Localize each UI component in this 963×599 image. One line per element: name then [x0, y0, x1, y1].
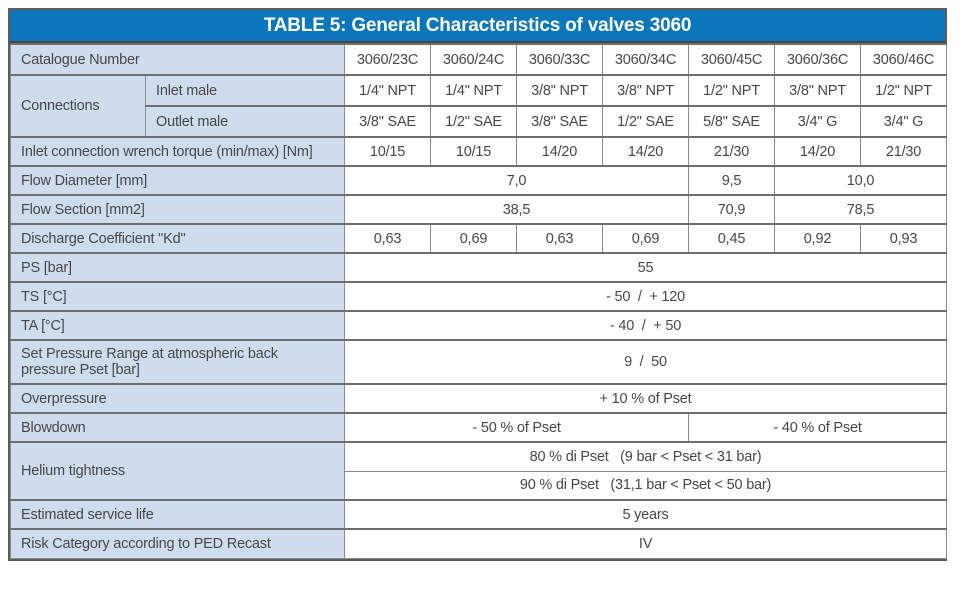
- value-cell-outlet-male-5: 5/8" SAE: [688, 105, 776, 138]
- value-cell-flow-section-2: 70,9: [688, 194, 776, 225]
- value-cell-discharge-coefficient-2: 0,69: [430, 223, 518, 254]
- value-cell-catalogue-4: 3060/34C: [602, 43, 690, 76]
- row-label-flow-section: Flow Section [mm2]: [9, 194, 346, 225]
- value-cell-catalogue-1: 3060/23C: [344, 43, 432, 76]
- value-cell-outlet-male-4: 1/2" SAE: [602, 105, 690, 138]
- value-cell-discharge-coefficient-6: 0,92: [774, 223, 862, 254]
- value-cell-blowdown-2: - 40 % of Pset: [688, 412, 948, 443]
- row-outlet-male: Outlet male 3/8" SAE 1/2" SAE 3/8" SAE 1/2" …: [11, 105, 948, 138]
- row-label-risk-category: Risk Category according to PED Recast: [9, 528, 346, 559]
- row-label-outlet-male: Outlet male: [144, 105, 346, 138]
- row-label-catalogue: Catalogue Number: [9, 43, 346, 76]
- value-cell-discharge-coefficient-4: 0,69: [602, 223, 690, 254]
- row-risk-category: Risk Category according to PED Recast IV: [9, 528, 948, 559]
- row-label-discharge-coefficient: Discharge Coefficient "Kd": [9, 223, 346, 254]
- row-label-ts: TS [°C]: [9, 281, 346, 312]
- value-cell-flow-section-3: 78,5: [774, 194, 948, 225]
- characteristics-table: Catalogue Number 3060/23C 3060/24C 3060/33C…: [9, 43, 948, 559]
- value-cell-inlet-male-4: 3/8" NPT: [516, 74, 604, 107]
- value-cell-overpressure-1: + 10 % of Pset: [344, 383, 948, 414]
- row-label-estimated-service-life: Estimated service life: [9, 499, 346, 530]
- row-label-inlet-male: Inlet male: [144, 74, 346, 107]
- value-cell-flow-diameter-3: 10,0: [774, 165, 948, 196]
- row-label-overpressure: Overpressure: [9, 383, 346, 414]
- value-cell-outlet-male-2: 1/2" SAE: [430, 105, 518, 138]
- row-label-ta: TA [°C]: [9, 310, 346, 341]
- row-flow-section: Flow Section [mm2] 38,5 70,9 78,5: [9, 194, 948, 225]
- value-cell-ta-1: - 40 / + 50: [344, 310, 948, 341]
- table-title: TABLE 5: General Characteristics of valv…: [10, 10, 945, 43]
- value-cell-discharge-coefficient-1: 0,63: [344, 223, 432, 254]
- row-helium-tightness-2: 90 % di Pset (31,1 bar < Pset < 50 bar): [11, 470, 948, 501]
- row-ta: TA [°C] - 40 / + 50: [9, 310, 948, 341]
- value-cell-wrench-torque-1: 10/15: [344, 136, 432, 167]
- value-cell-catalogue-7: 3060/46C: [860, 43, 948, 76]
- value-cell-outlet-male-3: 3/8" SAE: [516, 105, 604, 138]
- value-cell-wrench-torque-4: 14/20: [602, 136, 690, 167]
- value-cell-inlet-male-7: 3/8" NPT: [774, 74, 862, 107]
- row-flow-diameter: Flow Diameter [mm] 7,0 9,5 10,0: [9, 165, 948, 196]
- value-cell-inlet-male-8: 1/2" NPT: [860, 74, 948, 107]
- value-cell-wrench-torque-3: 14/20: [516, 136, 604, 167]
- value-cell-flow-diameter-2: 9,5: [688, 165, 776, 196]
- value-cell-outlet-male-7: 3/4" G: [860, 105, 948, 138]
- row-set-pressure-range: Set Pressure Range at atmospheric back p…: [9, 339, 948, 385]
- value-cell-wrench-torque-2: 10/15: [430, 136, 518, 167]
- value-cell-ps-1: 55: [344, 252, 948, 283]
- value-cell-catalogue-3: 3060/33C: [516, 43, 604, 76]
- value-cell-discharge-coefficient-3: 0,63: [516, 223, 604, 254]
- value-cell-inlet-male-2: 1/4" NPT: [344, 74, 432, 107]
- row-label-flow-diameter: Flow Diameter [mm]: [9, 165, 346, 196]
- value-cell-helium-tightness-2-0: 90 % di Pset (31,1 bar < Pset < 50 bar): [344, 470, 948, 501]
- row-discharge-coefficient: Discharge Coefficient "Kd" 0,63 0,69 0,63 0,…: [9, 223, 948, 254]
- value-cell-catalogue-5: 3060/45C: [688, 43, 776, 76]
- table-5-valves-3060: TABLE 5: General Characteristics of valv…: [8, 8, 948, 561]
- value-cell-inlet-male-3: 1/4" NPT: [430, 74, 518, 107]
- row-estimated-service-life: Estimated service life 5 years: [9, 499, 948, 530]
- value-cell-flow-section-1: 38,5: [344, 194, 690, 225]
- row-label-wrench-torque: Inlet connection wrench torque (min/max)…: [9, 136, 346, 167]
- value-cell-wrench-torque-7: 21/30: [860, 136, 948, 167]
- value-cell-catalogue-2: 3060/24C: [430, 43, 518, 76]
- value-cell-discharge-coefficient-7: 0,93: [860, 223, 948, 254]
- value-cell-helium-tightness-1-1: 80 % di Pset (9 bar < Pset < 31 bar): [344, 441, 948, 472]
- row-ts: TS [°C] - 50 / + 120: [9, 281, 948, 312]
- row-overpressure: Overpressure + 10 % of Pset: [9, 383, 948, 414]
- value-cell-discharge-coefficient-5: 0,45: [688, 223, 776, 254]
- value-cell-flow-diameter-1: 7,0: [344, 165, 690, 196]
- row-label-helium-tightness-1: Helium tightness: [9, 441, 346, 501]
- value-cell-inlet-male-6: 1/2" NPT: [688, 74, 776, 107]
- value-cell-catalogue-6: 3060/36C: [774, 43, 862, 76]
- value-cell-estimated-service-life-1: 5 years: [344, 499, 948, 530]
- row-inlet-male: Connections Inlet male 1/4" NPT 1/4" NPT 3/8…: [10, 74, 948, 138]
- value-cell-outlet-male-1: 3/8" SAE: [344, 105, 432, 138]
- document-page: TABLE 5: General Characteristics of valv…: [8, 8, 948, 561]
- row-wrench-torque: Inlet connection wrench torque (min/max)…: [9, 136, 948, 167]
- row-catalogue: Catalogue Number 3060/23C 3060/24C 3060/33C…: [9, 43, 948, 76]
- row-helium-tightness-1: Helium tightness 80 % di Pset (9 bar < Ps…: [9, 441, 948, 501]
- value-cell-blowdown-1: - 50 % of Pset: [344, 412, 690, 443]
- value-cell-ts-1: - 50 / + 120: [344, 281, 948, 312]
- row-ps: PS [bar] 55: [9, 252, 948, 283]
- value-cell-risk-category-1: IV: [344, 528, 948, 559]
- value-cell-wrench-torque-6: 14/20: [774, 136, 862, 167]
- row-label-set-pressure-range: Set Pressure Range at atmospheric back p…: [9, 339, 346, 385]
- value-cell-outlet-male-6: 3/4" G: [774, 105, 862, 138]
- row-blowdown: Blowdown - 50 % of Pset - 40 % of Pset: [9, 412, 948, 443]
- row-label-ps: PS [bar]: [9, 252, 346, 283]
- value-cell-inlet-male-5: 3/8" NPT: [602, 74, 690, 107]
- row-label-blowdown: Blowdown: [9, 412, 346, 443]
- value-cell-wrench-torque-5: 21/30: [688, 136, 776, 167]
- row-label-inlet-male: Connections: [10, 74, 146, 138]
- value-cell-set-pressure-range-1: 9 / 50: [344, 339, 948, 385]
